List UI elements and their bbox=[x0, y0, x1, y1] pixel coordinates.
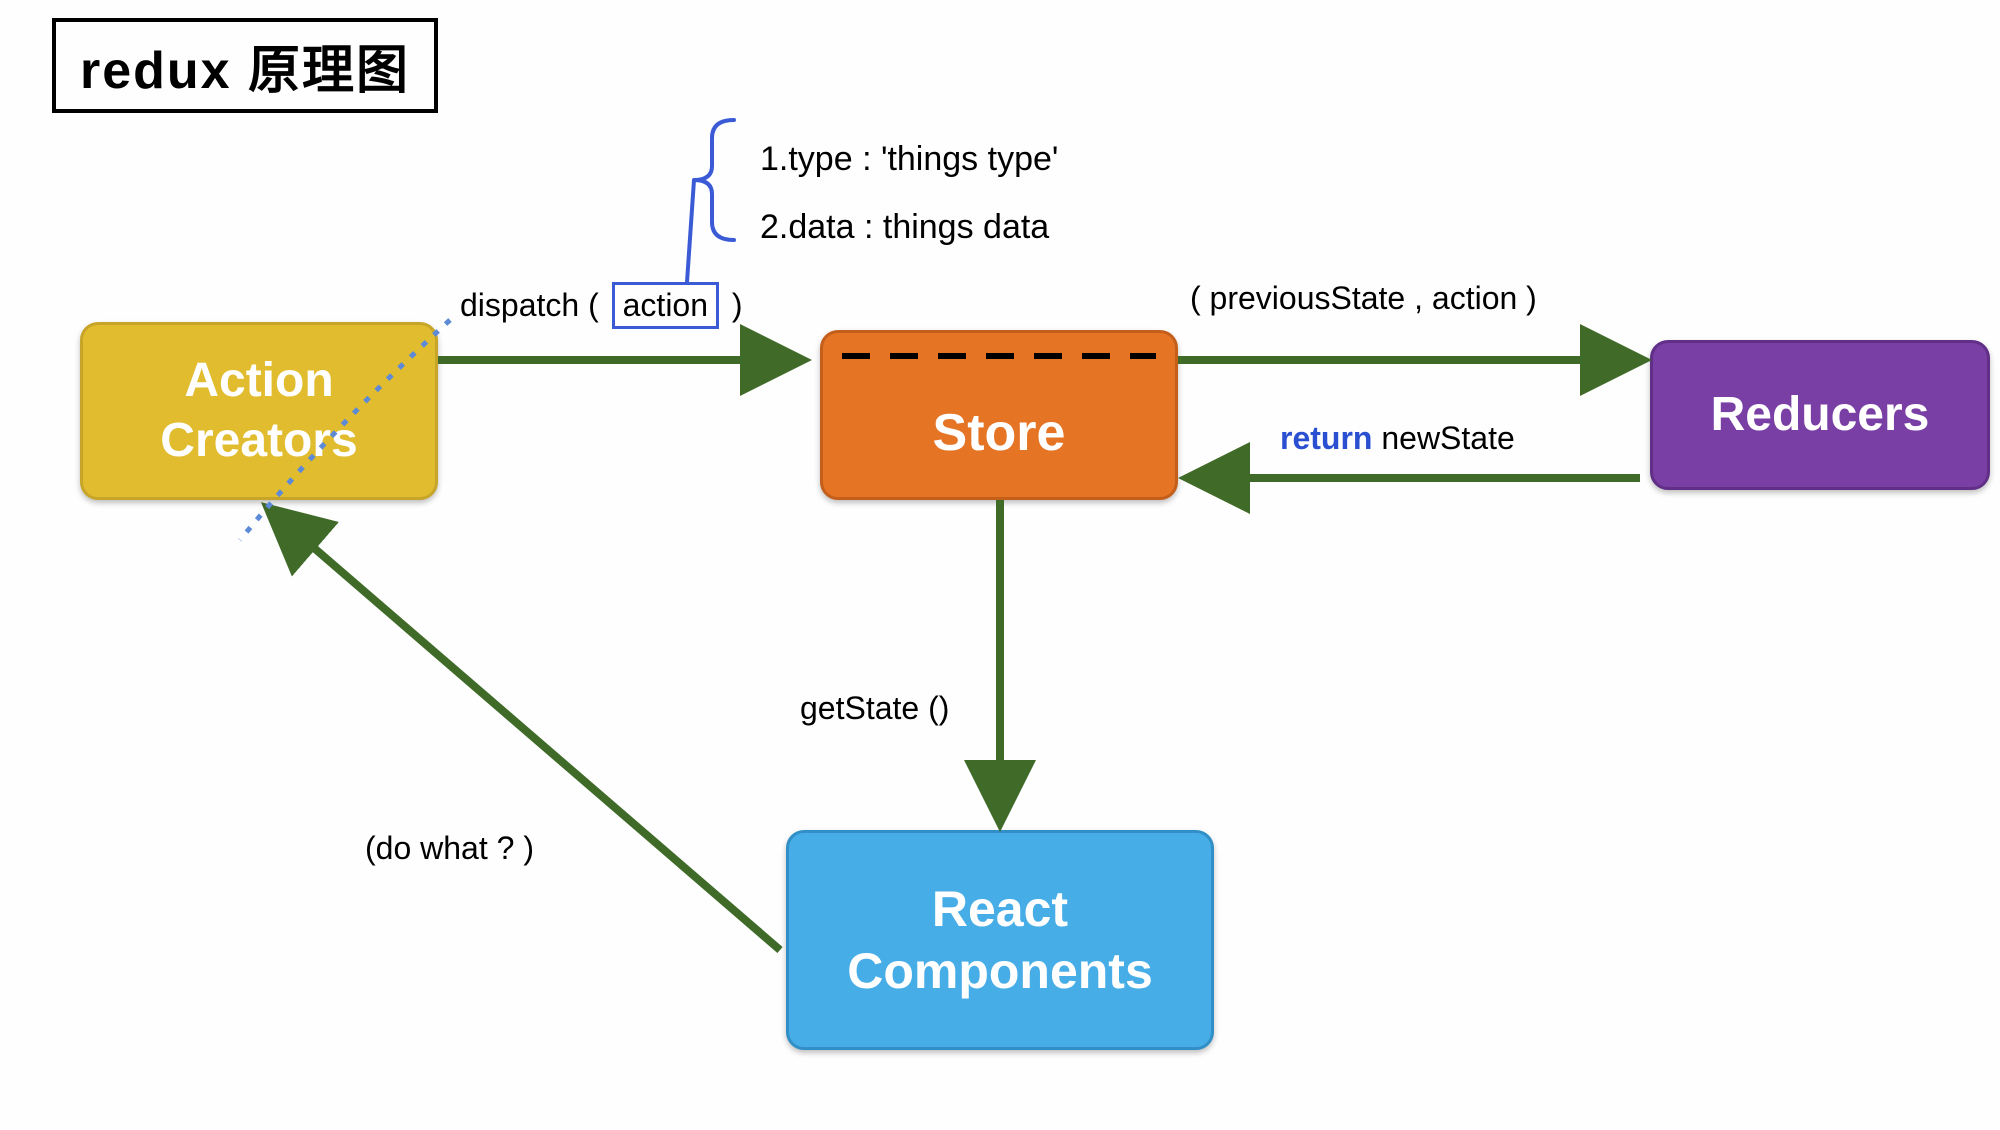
node-reducers-label: Reducers bbox=[1711, 385, 1930, 445]
node-react-components: React Components bbox=[786, 830, 1214, 1050]
node-reducers: Reducers bbox=[1650, 340, 1990, 490]
node-action-creators-line2: Creators bbox=[160, 411, 357, 471]
brace-connector bbox=[687, 180, 694, 282]
diagram-title: redux 原理图 bbox=[52, 18, 438, 113]
dispatch-prefix: dispatch ( bbox=[460, 287, 608, 323]
newstate-text: newState bbox=[1372, 420, 1514, 456]
edge-label-do-what: (do what ? ) bbox=[365, 830, 534, 867]
edge-label-dispatch: dispatch ( action ) bbox=[460, 282, 743, 329]
edge-label-previous-state: ( previousState , action ) bbox=[1190, 280, 1537, 317]
node-store: Store bbox=[820, 330, 1178, 500]
brace-icon bbox=[694, 120, 734, 240]
edge-dowhat-arrow bbox=[270, 510, 780, 950]
dispatch-suffix: ) bbox=[723, 287, 743, 323]
annotation-type-line: 1.type : 'things type' bbox=[760, 140, 1058, 179]
node-action-creators-line1: Action bbox=[160, 351, 357, 411]
return-keyword: return bbox=[1280, 420, 1372, 456]
node-react-components-line1: React bbox=[847, 878, 1153, 941]
node-react-components-line2: Components bbox=[847, 940, 1153, 1003]
edge-label-return-newstate: return newState bbox=[1280, 420, 1515, 457]
edge-label-getstate: getState () bbox=[800, 690, 949, 727]
node-store-label: Store bbox=[933, 401, 1066, 466]
annotation-data-line: 2.data : things data bbox=[760, 208, 1049, 247]
action-box: action bbox=[612, 282, 719, 329]
node-action-creators: Action Creators bbox=[80, 322, 438, 500]
diagram-canvas: redux 原理图 Action Creators Store Reducers… bbox=[0, 0, 2000, 1130]
